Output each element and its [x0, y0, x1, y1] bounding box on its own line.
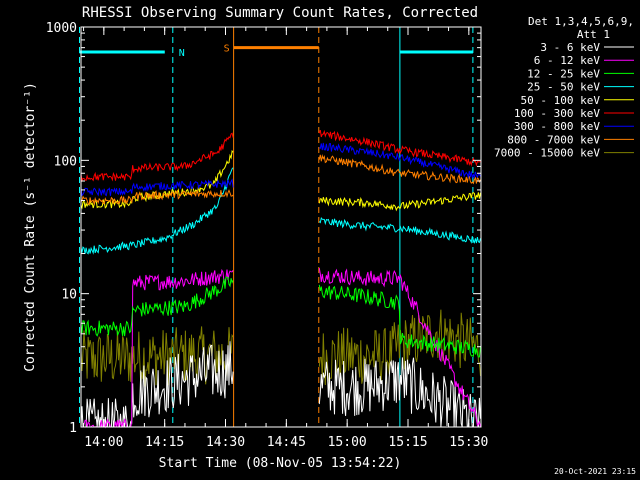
legend-entry-label: 6 - 12 keV	[534, 54, 601, 67]
x-tick-label: 14:30	[206, 435, 245, 450]
series-line	[318, 309, 481, 386]
series-line	[318, 129, 481, 167]
plot-frame	[80, 26, 482, 428]
series-line	[80, 178, 234, 197]
y-tick-label: 10	[61, 288, 77, 303]
legend-header-2: Att 1	[577, 28, 610, 41]
x-tick-label: 14:15	[145, 435, 184, 450]
legend-entry-label: 800 - 7000 keV	[507, 133, 600, 146]
y-tick-label: 1	[69, 421, 77, 436]
flag-label: S	[224, 44, 230, 55]
series-line	[318, 192, 481, 212]
y-tick-label: 1000	[46, 21, 77, 36]
x-tick-label: 15:00	[328, 435, 367, 450]
x-tick-label: 14:45	[267, 435, 306, 450]
y-axis: 1 10 100 1000	[46, 21, 481, 436]
series-line	[318, 284, 481, 358]
x-tick-label: 15:30	[449, 435, 488, 450]
series-line	[80, 326, 234, 387]
legend-entry-label: 7000 - 15000 keV	[494, 147, 600, 160]
chart-title: RHESSI Observing Summary Count Rates, Co…	[82, 5, 478, 21]
series-line	[318, 217, 481, 244]
legend-entry-label: 100 - 300 keV	[514, 107, 600, 120]
series-line	[318, 357, 481, 428]
series-line	[81, 268, 234, 429]
series-layer	[80, 129, 481, 429]
series-line	[318, 268, 481, 428]
footer-date: 20-Oct-2021 23:15	[554, 467, 636, 476]
x-axis: 14:00 14:15 14:30 14:45 15:00 15:15 15:30	[83, 27, 488, 450]
legend-entry-label: 25 - 50 keV	[527, 81, 600, 94]
series-line	[319, 142, 481, 180]
legend-entry-label: 12 - 25 keV	[527, 67, 600, 80]
series-line	[80, 189, 234, 205]
x-tick-label: 14:00	[84, 435, 123, 450]
x-axis-label: Start Time (08-Nov-05 13:54:22)	[159, 456, 402, 471]
legend-entry-label: 300 - 800 keV	[514, 120, 600, 133]
series-line	[80, 132, 234, 183]
x-tick-label: 15:15	[388, 435, 427, 450]
legend-header-1: Det 1,3,4,5,6,9,	[528, 15, 634, 28]
flag-label: N	[179, 48, 185, 59]
y-axis-label: Corrected Count Rate (s⁻¹ detector⁻¹)	[23, 82, 38, 372]
series-line	[318, 154, 481, 185]
y-tick-label: 100	[54, 154, 77, 169]
legend-entry-label: 3 - 6 keV	[540, 41, 600, 54]
series-line	[80, 167, 234, 255]
legend-entry-label: 50 - 100 keV	[521, 94, 601, 107]
series-line	[80, 276, 234, 337]
